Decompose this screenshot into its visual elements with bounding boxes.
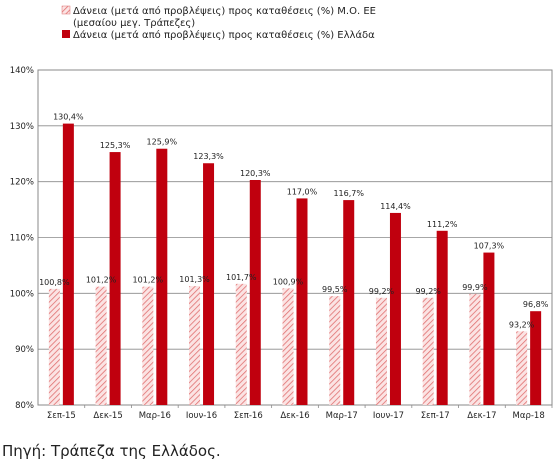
y-tick-label: 110%	[10, 234, 34, 244]
data-label-greece: 116,7%	[333, 189, 364, 198]
bar-eu-average	[235, 283, 247, 405]
legend: Δάνεια (μετά από προβλέψεις) προς καταθέ…	[61, 5, 376, 41]
x-tick-label: Σεπ-16	[234, 411, 263, 421]
y-tick-label: 130%	[10, 122, 34, 132]
bar-eu-average	[422, 297, 434, 405]
data-label-eu-average: 101,2%	[86, 276, 117, 285]
chart-background	[0, 0, 560, 440]
data-label-eu-average: 99,5%	[322, 285, 348, 294]
data-label-greece: 130,4%	[53, 113, 84, 122]
data-label-greece: 120,3%	[240, 169, 271, 178]
source-note: Πηγή: Τράπεζα της Ελλάδος.	[2, 442, 221, 460]
bar-eu-average	[375, 297, 387, 405]
y-tick-label: 140%	[10, 66, 34, 76]
bar-eu-average	[282, 288, 294, 405]
bar-eu-average	[48, 288, 60, 405]
legend-label-greece: Δάνεια (μετά από προβλέψεις) προς καταθέ…	[73, 29, 375, 41]
data-label-greece: 96,8%	[523, 300, 549, 309]
y-tick-label: 100%	[10, 289, 34, 299]
data-label-eu-average: 100,8%	[39, 278, 70, 287]
bar-greece	[343, 200, 355, 405]
legend-swatch-greece	[62, 30, 70, 38]
x-tick-label: Μαρ-18	[513, 411, 545, 421]
bar-greece	[156, 148, 168, 405]
bar-greece	[109, 152, 121, 405]
data-label-eu-average: 101,3%	[179, 275, 210, 284]
x-tick-label: Σεπ-15	[47, 411, 76, 421]
bar-greece	[483, 252, 495, 405]
x-tick-label: Δεκ-16	[280, 411, 309, 421]
loans-to-deposits-chart: Δάνεια (μετά από προβλέψεις) προς καταθέ…	[0, 0, 560, 440]
bar-greece	[249, 179, 261, 405]
x-tick-label: Δεκ-17	[467, 411, 496, 421]
data-label-eu-average: 99,2%	[369, 287, 395, 296]
bar-greece	[436, 230, 448, 405]
bar-greece	[62, 123, 74, 405]
y-tick-label: 80%	[15, 401, 34, 411]
y-tick-label: 120%	[10, 178, 34, 188]
data-label-eu-average: 100,9%	[273, 277, 304, 286]
plot-area: 140% 130% 120% 110% 100% 90% 80% 100,8% 130,4% Σε…	[10, 66, 553, 421]
legend-swatch-eu-average	[61, 5, 71, 15]
data-label-eu-average: 93,2%	[509, 320, 535, 329]
legend-label-eu-average: (μεσαίου μεγ. Τράπεζες)	[73, 17, 195, 29]
data-label-greece: 111,2%	[427, 220, 458, 229]
bar-eu-average	[142, 286, 154, 405]
x-tick-label: Ιουν-17	[373, 411, 404, 421]
x-tick-label: Μαρ-16	[139, 411, 171, 421]
bar-eu-average	[189, 286, 201, 405]
x-tick-label: Δεκ-15	[93, 411, 122, 421]
legend-label-eu-average: Δάνεια (μετά από προβλέψεις) προς καταθέ…	[73, 5, 376, 17]
data-label-greece: 107,3%	[474, 242, 505, 251]
bar-eu-average	[329, 296, 341, 405]
data-label-eu-average: 99,2%	[415, 287, 441, 296]
x-tick-label: Σεπ-17	[421, 411, 450, 421]
data-label-greece: 123,3%	[193, 152, 224, 161]
y-tick-label: 90%	[15, 345, 34, 355]
bar-greece	[296, 198, 308, 405]
bar-eu-average	[95, 286, 107, 405]
data-label-greece: 125,9%	[147, 138, 178, 147]
data-label-eu-average: 101,7%	[226, 273, 257, 282]
data-label-eu-average: 101,2%	[133, 276, 164, 285]
data-label-greece: 114,4%	[380, 202, 411, 211]
data-label-greece: 117,0%	[287, 187, 318, 196]
bar-eu-average	[516, 331, 528, 405]
x-tick-label: Ιουν-16	[186, 411, 217, 421]
bar-greece	[530, 311, 542, 405]
bar-greece	[389, 212, 401, 405]
bar-eu-average	[469, 293, 481, 405]
data-label-greece: 125,3%	[100, 141, 131, 150]
bar-greece	[203, 163, 215, 405]
data-label-eu-average: 99,9%	[462, 283, 488, 292]
x-tick-label: Μαρ-17	[326, 411, 358, 421]
